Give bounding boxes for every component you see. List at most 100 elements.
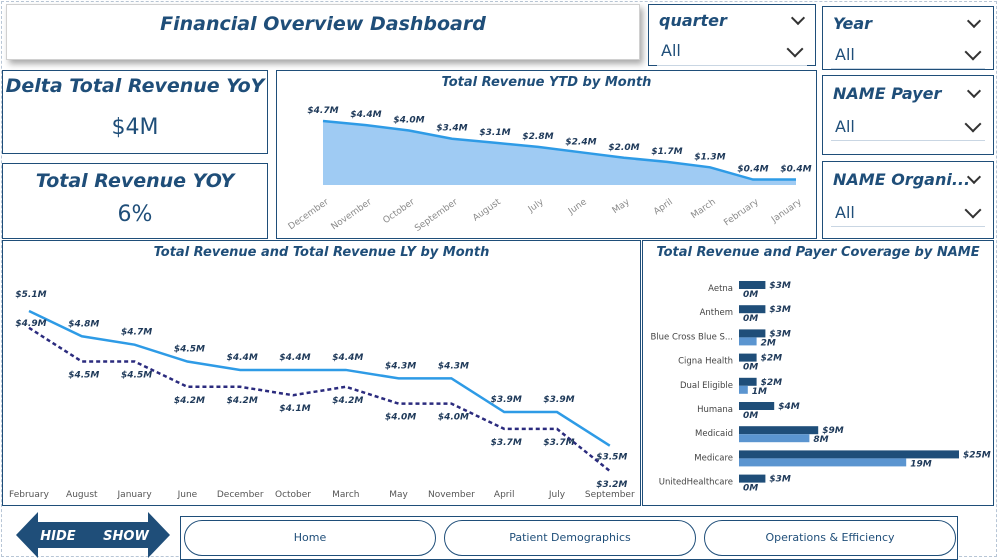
- chevron-down-icon[interactable]: [964, 43, 982, 61]
- payer-coverage-bar-label: 0M: [743, 314, 758, 324]
- ytd-chart-title: Total Revenue YTD by Month: [441, 75, 652, 90]
- ytd-x-tick-label: February: [722, 197, 761, 228]
- delta-revenue-value: $4M: [111, 115, 159, 140]
- ytd-area-chart: $4.7M December $4.4M November $4.0M October $3…: [287, 106, 812, 234]
- total-revenue-bar: [739, 305, 766, 314]
- total-revenue-ly-data-label: $4.9M: [15, 319, 46, 329]
- chevron-down-icon[interactable]: [790, 10, 806, 26]
- quarter-selected-value: All: [661, 41, 681, 60]
- quarter-slicer[interactable]: quarter All: [648, 4, 816, 66]
- monthly-x-tick-label: August: [66, 490, 98, 500]
- payer-category-label: Blue Cross Blue S...: [650, 332, 733, 342]
- total-revenue-ly-line: [28, 326, 611, 472]
- ytd-data-label: $4.4M: [350, 110, 381, 120]
- quarter-dropdown[interactable]: All: [657, 37, 807, 66]
- total-revenue-bar-label: $2M: [761, 354, 783, 364]
- ytd-data-label: $0.4M: [780, 165, 811, 175]
- payer-chart-card: Total Revenue and Payer Coverage by NAME…: [642, 240, 994, 506]
- payer-selected-value: All: [835, 117, 855, 136]
- monthly-x-tick-label: January: [117, 490, 153, 500]
- payer-category-label: Cigna Health: [678, 357, 733, 367]
- organization-slicer[interactable]: NAME Organi... All: [822, 161, 994, 239]
- payer-category-label: Medicare: [694, 453, 733, 463]
- payer-slicer[interactable]: NAME Payer All: [822, 75, 994, 155]
- show-arrow-icon[interactable]: [94, 512, 170, 558]
- payer-coverage-bar-label: 0M: [743, 411, 758, 421]
- total-revenue-bar: [739, 377, 757, 386]
- payer-coverage-bar-label: 2M: [761, 338, 776, 348]
- total-revenue-line: [28, 309, 611, 447]
- tab-home[interactable]: Home: [184, 520, 436, 556]
- ytd-data-label: $3.1M: [479, 128, 510, 138]
- monthly-x-tick-label: July: [548, 490, 566, 500]
- payer-category-label: UnitedHealthcare: [659, 478, 733, 488]
- payer-coverage-bar-label: 0M: [743, 363, 758, 373]
- total-revenue-ly-data-label: $4.2M: [174, 396, 205, 406]
- organization-dropdown[interactable]: All: [831, 198, 985, 227]
- ytd-x-tick-label: November: [330, 197, 374, 232]
- ytd-x-tick-label: March: [690, 197, 718, 221]
- total-revenue-ly-data-label: $4.0M: [438, 413, 469, 423]
- total-revenue-data-label: $4.4M: [279, 353, 310, 363]
- ytd-x-tick-label: January: [769, 197, 804, 226]
- delta-revenue-card: Delta Total Revenue YoY $4M: [2, 70, 268, 154]
- year-slicer-label: Year: [833, 14, 873, 33]
- ytd-x-tick-label: April: [652, 197, 675, 217]
- monthly-x-tick-label: October: [275, 490, 311, 500]
- chevron-down-icon[interactable]: [964, 201, 982, 219]
- chevron-down-icon[interactable]: [966, 83, 982, 99]
- quarter-slicer-label: quarter: [659, 11, 727, 30]
- payer-chart-title: Total Revenue and Payer Coverage by NAME: [656, 245, 980, 260]
- monthly-x-tick-label: September: [585, 490, 635, 500]
- show-button[interactable]: SHOW: [92, 512, 172, 558]
- payer-category-label: Medicaid: [695, 429, 733, 439]
- ytd-data-label: $2.8M: [522, 132, 553, 142]
- total-revenue-data-label: $4.4M: [332, 353, 363, 363]
- dashboard-title: Financial Overview Dashboard: [160, 13, 486, 35]
- total-revenue-ly-data-label: $4.2M: [227, 396, 258, 406]
- payer-dropdown[interactable]: All: [831, 112, 985, 141]
- organization-slicer-label: NAME Organi...: [833, 170, 971, 189]
- total-revenue-ly-data-label: $4.5M: [68, 371, 99, 381]
- chevron-down-icon[interactable]: [964, 115, 982, 133]
- tab-patient-demographics[interactable]: Patient Demographics: [444, 520, 696, 556]
- payer-category-label: Anthem: [700, 308, 733, 318]
- year-dropdown[interactable]: All: [831, 40, 985, 69]
- total-revenue-bar-label: $3M: [769, 281, 791, 291]
- ytd-x-tick-label: September: [413, 197, 460, 234]
- monthly-x-tick-label: May: [389, 490, 408, 500]
- total-revenue-bar-label: $25M: [963, 450, 991, 460]
- total-revenue-ly-data-label: $3.2M: [596, 480, 627, 490]
- hide-arrow-icon[interactable]: [16, 512, 94, 558]
- hide-button[interactable]: HIDE: [16, 512, 96, 558]
- monthly-x-tick-label: December: [217, 490, 264, 500]
- total-revenue-bar-label: $4M: [778, 402, 800, 412]
- revenue-yoy-card: Total Revenue YOY 6%: [2, 163, 268, 239]
- year-slicer[interactable]: Year All: [822, 6, 994, 70]
- payer-coverage-bar: [739, 458, 907, 467]
- payer-category-label: Dual Eligible: [680, 381, 733, 391]
- total-revenue-bar-label: $2M: [761, 378, 783, 388]
- total-revenue-data-label: $4.4M: [227, 353, 258, 363]
- total-revenue-bar: [739, 353, 757, 362]
- payer-coverage-bar-label: 0M: [743, 484, 758, 494]
- total-revenue-bar-label: $9M: [822, 426, 844, 436]
- total-revenue-bar: [739, 474, 766, 483]
- payer-coverage-bar-label: 19M: [910, 459, 932, 469]
- ytd-data-label: $4.0M: [393, 116, 424, 126]
- total-revenue-data-label: $3.9M: [543, 395, 574, 405]
- chevron-down-icon[interactable]: [966, 13, 982, 29]
- payer-coverage-bar: [739, 434, 810, 443]
- payer-bar-chart: Aetna $3M 0M Anthem $3M 0M Blue Cross Blue S..…: [650, 281, 991, 494]
- payer-coverage-bar: [739, 337, 757, 346]
- chevron-down-icon[interactable]: [786, 40, 804, 58]
- payer-coverage-bar: [739, 385, 748, 394]
- total-revenue-ly-data-label: $3.7M: [543, 438, 574, 448]
- ytd-x-tick-label: May: [611, 197, 633, 216]
- total-revenue-ly-data-label: $4.5M: [121, 371, 152, 381]
- organization-selected-value: All: [835, 203, 855, 222]
- ytd-data-label: $3.4M: [436, 124, 467, 134]
- payer-category-label: Humana: [697, 405, 733, 415]
- tab-operations-efficiency[interactable]: Operations & Efficiency: [704, 520, 956, 556]
- monthly-x-tick-label: April: [494, 490, 515, 500]
